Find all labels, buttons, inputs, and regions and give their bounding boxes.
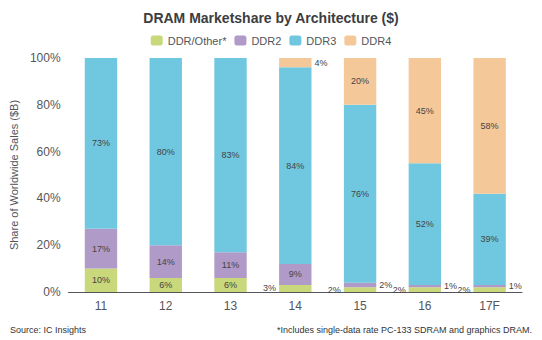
svg-text:14%: 14% [157, 257, 175, 267]
svg-text:73%: 73% [92, 138, 110, 148]
svg-text:17F: 17F [479, 299, 500, 313]
svg-text:Source: IC Insights: Source: IC Insights [10, 325, 87, 335]
svg-text:DDR4: DDR4 [361, 35, 391, 47]
svg-text:83%: 83% [222, 150, 240, 160]
svg-text:13: 13 [224, 299, 238, 313]
svg-text:58%: 58% [481, 121, 499, 131]
svg-text:1%: 1% [444, 281, 457, 291]
svg-text:DDR/Other*: DDR/Other* [168, 35, 227, 47]
svg-text:2%: 2% [393, 285, 406, 295]
svg-text:3%: 3% [263, 283, 276, 293]
svg-text:39%: 39% [481, 234, 499, 244]
svg-text:80%: 80% [37, 98, 61, 112]
svg-text:DDR2: DDR2 [251, 35, 281, 47]
svg-text:17%: 17% [92, 244, 110, 254]
svg-text:100%: 100% [30, 51, 61, 65]
svg-text:11: 11 [95, 299, 108, 313]
svg-text:*Includes single-data rate PC-: *Includes single-data rate PC-133 SDRAM … [277, 325, 532, 335]
svg-text:2%: 2% [379, 280, 392, 290]
svg-text:84%: 84% [286, 161, 304, 171]
svg-text:80%: 80% [157, 147, 175, 157]
svg-text:10%: 10% [92, 275, 110, 285]
svg-text:14: 14 [289, 299, 303, 313]
svg-text:60%: 60% [37, 145, 61, 159]
svg-text:52%: 52% [416, 219, 434, 229]
svg-text:76%: 76% [351, 189, 369, 199]
svg-text:4%: 4% [314, 58, 327, 68]
svg-text:6%: 6% [159, 280, 172, 290]
svg-text:16: 16 [418, 299, 432, 313]
svg-text:Share of Worldwide Sales ($B): Share of Worldwide Sales ($B) [8, 100, 20, 250]
svg-text:DDR3: DDR3 [306, 35, 336, 47]
svg-text:9%: 9% [289, 269, 302, 279]
svg-text:20%: 20% [351, 76, 369, 86]
svg-text:2%: 2% [457, 285, 470, 295]
svg-text:DRAM Marketshare by Architectu: DRAM Marketshare by Architecture ($) [143, 10, 398, 26]
svg-text:20%: 20% [37, 238, 61, 252]
svg-text:2%: 2% [328, 285, 341, 295]
svg-text:45%: 45% [416, 106, 434, 116]
svg-text:11%: 11% [222, 260, 239, 270]
svg-text:15: 15 [353, 299, 367, 313]
svg-text:0%: 0% [43, 285, 61, 299]
svg-text:1%: 1% [509, 281, 522, 291]
svg-text:40%: 40% [37, 191, 61, 205]
svg-text:12: 12 [159, 299, 173, 313]
svg-text:6%: 6% [224, 280, 237, 290]
